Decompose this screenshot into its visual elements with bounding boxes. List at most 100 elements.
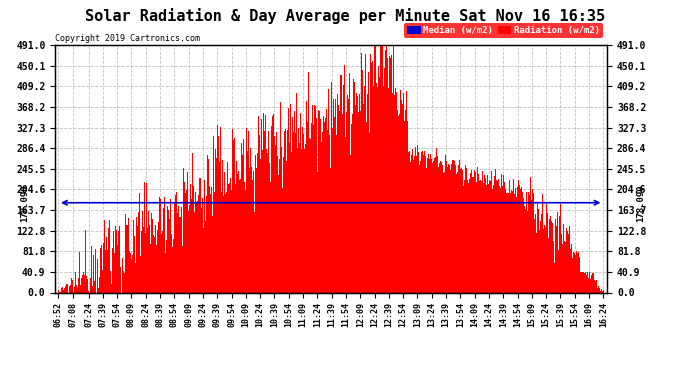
Bar — [104, 220, 106, 292]
Bar — [495, 169, 496, 292]
Text: Solar Radiation & Day Average per Minute Sat Nov 16 16:35: Solar Radiation & Day Average per Minute… — [85, 8, 605, 24]
Bar — [207, 155, 208, 292]
Bar — [344, 136, 346, 292]
Bar — [256, 168, 257, 292]
Bar — [476, 182, 477, 292]
Bar — [501, 174, 502, 292]
Bar — [384, 50, 386, 292]
Bar — [480, 180, 481, 292]
Bar — [573, 252, 574, 292]
Bar — [459, 160, 460, 292]
Bar — [92, 286, 93, 292]
Bar — [347, 95, 348, 292]
Bar — [576, 251, 577, 292]
Bar — [182, 246, 184, 292]
Bar — [333, 99, 334, 292]
Bar — [522, 192, 523, 292]
Bar — [147, 228, 148, 292]
Bar — [138, 212, 139, 292]
Bar — [77, 278, 79, 292]
Bar — [170, 199, 171, 292]
Bar — [441, 162, 442, 292]
Bar — [583, 272, 584, 292]
Bar — [364, 54, 366, 292]
Bar — [176, 192, 177, 292]
Bar — [542, 194, 543, 292]
Bar — [114, 253, 115, 292]
Bar — [411, 155, 412, 292]
Bar — [419, 165, 420, 292]
Bar — [102, 270, 103, 292]
Bar — [381, 30, 382, 292]
Bar — [371, 63, 372, 292]
Bar — [122, 258, 124, 292]
Bar — [394, 96, 395, 292]
Bar — [218, 136, 219, 292]
Bar — [493, 184, 494, 292]
Bar — [302, 127, 303, 292]
Bar — [585, 272, 586, 292]
Bar — [152, 219, 153, 292]
Bar — [354, 82, 355, 292]
Bar — [230, 178, 231, 292]
Bar — [289, 143, 290, 292]
Bar — [204, 180, 206, 292]
Bar — [313, 125, 314, 292]
Bar — [569, 239, 571, 292]
Bar — [241, 155, 243, 292]
Bar — [581, 272, 582, 292]
Bar — [181, 234, 182, 292]
Bar — [554, 263, 555, 292]
Bar — [153, 236, 154, 292]
Bar — [108, 228, 109, 292]
Bar — [511, 190, 513, 292]
Bar — [436, 148, 437, 292]
Bar — [458, 165, 459, 292]
Bar — [334, 117, 335, 292]
Bar — [463, 186, 464, 292]
Bar — [299, 113, 301, 292]
Bar — [457, 172, 458, 292]
Bar — [186, 190, 187, 292]
Bar — [211, 187, 212, 292]
Bar — [582, 272, 583, 292]
Bar — [283, 157, 284, 292]
Legend: Median (w/m2), Radiation (w/m2): Median (w/m2), Radiation (w/m2) — [404, 24, 602, 38]
Bar — [99, 280, 101, 292]
Bar — [234, 138, 235, 292]
Bar — [418, 153, 419, 292]
Bar — [491, 171, 493, 292]
Bar — [209, 186, 210, 292]
Bar — [184, 182, 186, 292]
Bar — [277, 156, 278, 292]
Bar — [318, 110, 319, 292]
Bar — [254, 212, 255, 292]
Bar — [488, 184, 489, 292]
Bar — [341, 75, 342, 292]
Bar — [602, 291, 603, 292]
Bar — [460, 169, 461, 292]
Bar — [90, 278, 91, 292]
Bar — [356, 93, 357, 292]
Bar — [110, 270, 111, 292]
Bar — [557, 212, 558, 292]
Bar — [359, 111, 361, 292]
Bar — [420, 161, 421, 292]
Bar — [443, 173, 444, 292]
Bar — [589, 279, 591, 292]
Bar — [417, 145, 418, 292]
Bar — [133, 220, 134, 292]
Bar — [435, 157, 436, 292]
Bar — [439, 163, 440, 292]
Bar — [416, 156, 417, 292]
Bar — [69, 286, 70, 292]
Bar — [208, 159, 209, 292]
Bar — [515, 188, 516, 292]
Bar — [161, 184, 162, 292]
Bar — [107, 250, 108, 292]
Bar — [551, 221, 553, 292]
Bar — [533, 193, 534, 292]
Bar — [336, 135, 337, 292]
Bar — [151, 213, 152, 292]
Bar — [237, 174, 238, 292]
